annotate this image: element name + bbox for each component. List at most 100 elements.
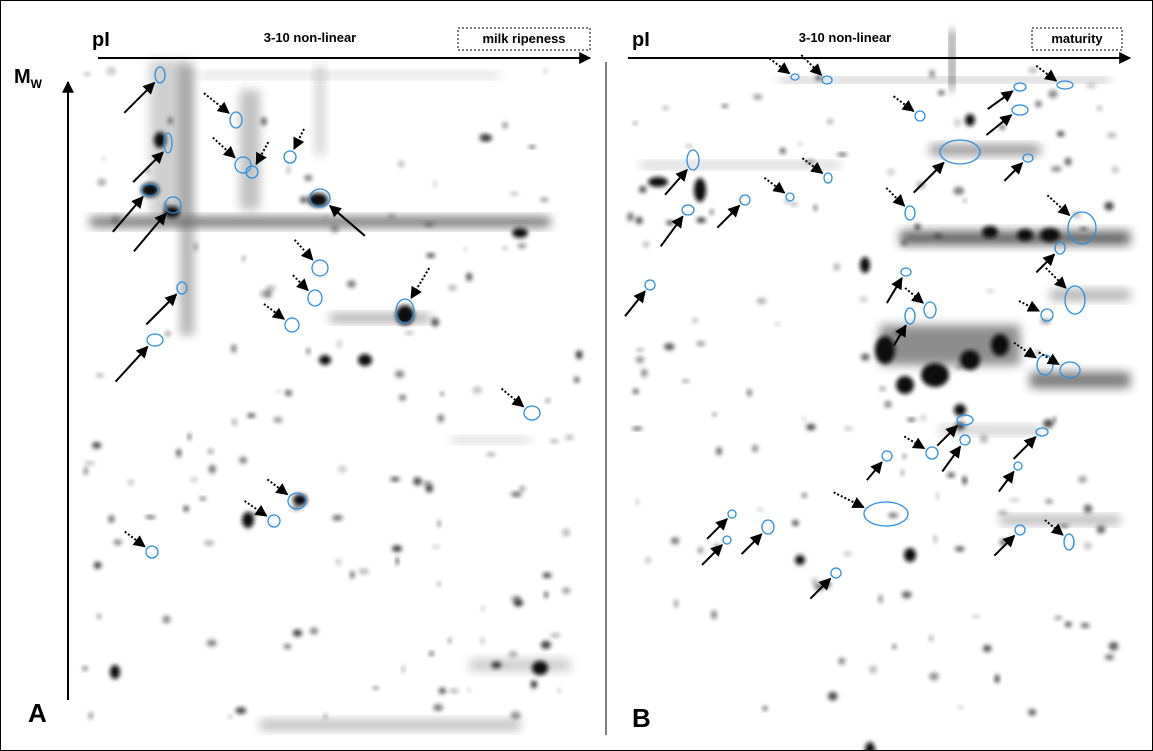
spot [397, 160, 405, 168]
spot [447, 638, 452, 643]
spot [127, 479, 134, 486]
spot [235, 707, 247, 714]
spot [929, 69, 935, 78]
spot [896, 376, 914, 394]
spot [802, 415, 806, 423]
arrow [866, 461, 883, 481]
spot [798, 141, 803, 147]
spot [432, 180, 437, 188]
spot-outline [1059, 361, 1081, 379]
spot [304, 174, 313, 182]
spot-outline [176, 281, 188, 295]
spot [449, 688, 459, 693]
spot [491, 661, 502, 669]
spot [901, 591, 912, 599]
spot [762, 706, 768, 711]
arrow [293, 128, 305, 151]
spot [395, 557, 399, 566]
spot [193, 243, 198, 251]
mw-label: MW [14, 66, 43, 91]
arrow [716, 204, 741, 229]
spot [636, 348, 644, 352]
spot [550, 633, 561, 638]
spot [108, 515, 115, 523]
spot [91, 442, 102, 449]
spot-outline [761, 519, 775, 535]
spot-outline [145, 545, 159, 559]
spot [711, 610, 717, 620]
spot [110, 215, 121, 225]
spot [682, 379, 690, 383]
spot [373, 686, 379, 690]
spot [775, 322, 780, 326]
spot-outline [1067, 211, 1097, 245]
spot [696, 341, 706, 346]
spot [697, 547, 704, 554]
spot [162, 615, 171, 624]
arrow [701, 544, 723, 566]
arrow [255, 141, 270, 166]
spot [285, 389, 292, 397]
spot [508, 650, 518, 658]
spot [437, 414, 445, 423]
spot [1048, 89, 1058, 99]
arrow [1003, 162, 1024, 182]
spot [963, 198, 967, 203]
spot [878, 594, 883, 604]
spot [884, 400, 892, 408]
spot [709, 209, 714, 215]
spot-outline [785, 192, 795, 202]
spot [481, 606, 485, 611]
spot [1053, 417, 1057, 423]
spot [482, 135, 493, 142]
spot [154, 132, 166, 148]
spot [1086, 82, 1097, 89]
spot-outline [307, 289, 323, 307]
spot-outline [881, 450, 893, 462]
spot [464, 246, 468, 252]
spot [83, 467, 89, 475]
spot [332, 515, 343, 521]
spot [953, 186, 965, 196]
spot [900, 470, 905, 476]
spot [437, 520, 441, 528]
spot [752, 94, 763, 100]
spot-outline [309, 188, 331, 208]
spot [540, 197, 549, 202]
spot [575, 350, 583, 360]
spot-outline [311, 259, 329, 277]
spot [528, 145, 536, 149]
spot-outline [283, 150, 297, 164]
spot-outline [245, 165, 259, 179]
spot [405, 331, 414, 335]
arrow [292, 274, 309, 292]
spot [413, 477, 422, 486]
spot [517, 243, 527, 249]
spot [511, 491, 522, 497]
spot [425, 484, 434, 493]
arrow [892, 95, 915, 112]
spot [1035, 100, 1042, 108]
spot [306, 347, 311, 355]
spot [1078, 475, 1087, 483]
range-label: 3-10 non-linear [799, 30, 891, 45]
arrow [500, 387, 525, 408]
spot-outline [727, 509, 737, 519]
spot [983, 644, 992, 652]
arrow [1045, 267, 1067, 289]
spot [813, 205, 818, 211]
arrow [133, 212, 167, 253]
arrow [212, 136, 236, 159]
spot [239, 456, 247, 464]
spot [432, 545, 441, 549]
spot [228, 714, 232, 719]
spot [319, 355, 331, 365]
spot [502, 246, 508, 251]
spot [573, 376, 580, 383]
spot [801, 493, 807, 498]
spot [1009, 498, 1021, 502]
spot [199, 496, 207, 501]
spot [502, 121, 508, 129]
spot [641, 368, 648, 378]
spot [283, 643, 292, 650]
